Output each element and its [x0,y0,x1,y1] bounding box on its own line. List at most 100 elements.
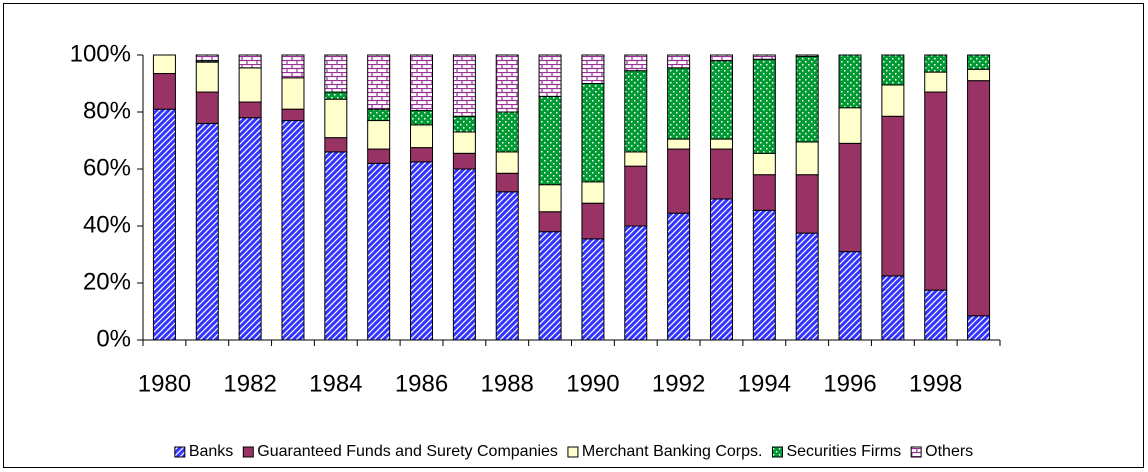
bar-segment [452,152,476,170]
y-tick-label: 0% [96,325,131,352]
bar-segment [367,108,391,122]
bar-segment [281,120,305,341]
x-tick-label: 1984 [309,370,362,397]
bar-segment [838,107,862,144]
bar-segment [452,54,476,117]
bar-segment [881,54,905,86]
bar-segment [538,211,562,233]
bar-segment [924,91,948,291]
bar-segment [410,110,434,126]
x-tick-label: 1980 [138,370,191,397]
bar-segment [795,54,819,57]
x-tick-label: 1990 [566,370,619,397]
bar-segment [238,54,262,69]
bar-segment [195,122,219,341]
chart-frame [3,3,1144,468]
bar-segment [838,142,862,253]
bar-segment [452,168,476,341]
x-tick-label: 1994 [738,370,791,397]
bar-segment [410,147,434,163]
x-tick-label: 1992 [652,370,705,397]
legend-swatch [174,446,186,458]
bar-segment [624,54,648,72]
bar-segment [624,70,648,153]
legend-swatch [771,446,783,458]
legend-label: Guaranteed Funds and Surety Companies [257,443,558,460]
bar-segment [410,161,434,341]
bar-segment [624,225,648,341]
x-tick-label: 1982 [223,370,276,397]
bar-segment [624,165,648,227]
bar-segment [881,275,905,341]
bar-segment [324,54,348,93]
bar-segment [581,202,605,240]
bar-segment [495,191,519,341]
bar-segment [667,54,691,69]
bar-segment [924,54,948,73]
bar-segment [709,54,733,62]
bar-segment [752,209,776,341]
bar-segment [795,141,819,176]
bar-segment [495,151,519,174]
legend-label: Banks [189,443,233,460]
bar-segment [709,198,733,341]
bar-segment [667,148,691,214]
x-tick-label: 1998 [909,370,962,397]
bar-segment [538,54,562,97]
bar-segment [709,148,733,200]
bar-segment [752,58,776,154]
y-tick-label: 40% [83,211,131,238]
bar-segment [452,115,476,133]
bar-segment [581,181,605,204]
bar-segment [624,151,648,167]
bar-segment [795,55,819,143]
bar-segment [581,238,605,341]
legend: Banks Guaranteed Funds and Surety Compani… [174,443,973,460]
bar-segment [709,60,733,140]
bar-segment [538,231,562,341]
bar-segment [238,67,262,103]
bar-segment [795,232,819,341]
bar-segment [152,108,176,341]
bar-segment [152,73,176,110]
bar-segment [410,54,434,112]
bar-segment [495,111,519,153]
bar-segment [324,98,348,139]
bar-segment [281,77,305,110]
legend-swatch [242,446,254,458]
bar-segment [238,101,262,119]
bar-segment [410,124,434,149]
bar-segment [495,172,519,193]
bar-segment [881,84,905,117]
bar-segment [538,184,562,213]
bar-segment [367,120,391,150]
bar-segment [195,91,219,124]
bar-segment [967,54,991,70]
bar-segment [281,108,305,122]
x-tick-label: 1988 [481,370,534,397]
bar-segment [667,212,691,341]
bar-segment [752,54,776,60]
bar-segment [581,54,605,84]
bar-segment [967,80,991,317]
bar-segment [452,131,476,154]
bar-segment [924,71,948,93]
bar-segment [752,174,776,211]
bar-segment [238,117,262,341]
bar-segment [881,115,905,277]
bar-segment [667,67,691,140]
bar-segment [752,152,776,176]
y-tick-label: 60% [83,154,131,181]
x-tick-label: 1996 [823,370,876,397]
bar-segment [709,138,733,150]
y-tick-label: 80% [83,97,131,124]
bar-segment [967,68,991,82]
bar-segment [281,54,305,79]
legend-swatch [910,446,922,458]
bar-segment [324,151,348,341]
x-tick-label: 1986 [395,370,448,397]
bar-segment [838,251,862,341]
bar-segment [538,95,562,186]
y-tick-label: 100% [70,40,131,67]
